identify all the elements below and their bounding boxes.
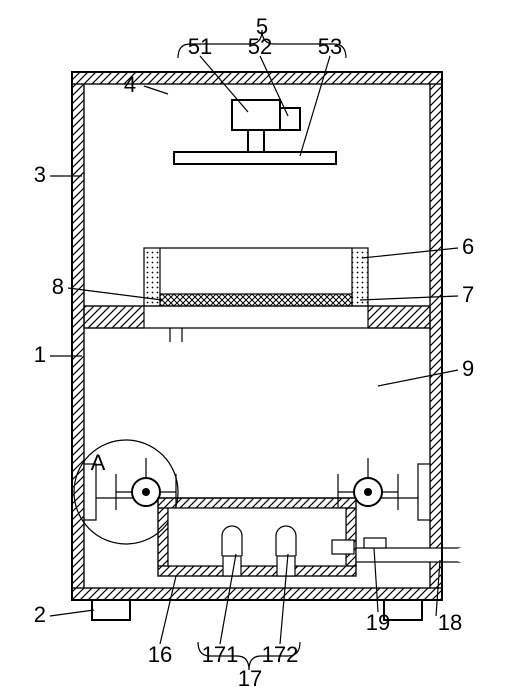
- svg-text:4: 4: [124, 72, 136, 97]
- svg-text:16: 16: [148, 642, 172, 667]
- svg-text:17: 17: [238, 666, 262, 687]
- svg-text:8: 8: [52, 274, 64, 299]
- svg-text:9: 9: [462, 356, 474, 381]
- svg-text:5: 5: [256, 14, 268, 39]
- svg-text:A: A: [91, 450, 106, 475]
- svg-text:172: 172: [262, 642, 299, 667]
- svg-text:53: 53: [318, 34, 342, 59]
- svg-text:18: 18: [438, 610, 462, 635]
- svg-text:51: 51: [188, 34, 212, 59]
- svg-text:3: 3: [34, 162, 46, 187]
- svg-text:6: 6: [462, 234, 474, 259]
- svg-text:7: 7: [462, 282, 474, 307]
- svg-text:171: 171: [202, 642, 239, 667]
- svg-text:1: 1: [34, 342, 46, 367]
- svg-text:19: 19: [366, 610, 390, 635]
- svg-text:2: 2: [34, 602, 46, 627]
